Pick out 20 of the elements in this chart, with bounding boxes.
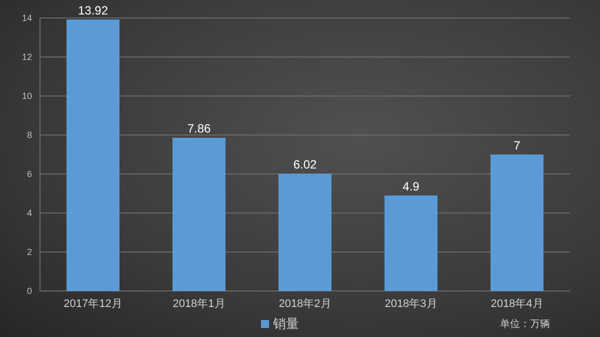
data-label: 7 — [514, 138, 521, 152]
y-tick-label: 12 — [22, 52, 32, 62]
y-tick-label: 4 — [26, 208, 32, 218]
x-tick-label: 2018年3月 — [384, 298, 438, 310]
x-tick-label: 2018年1月 — [172, 298, 226, 310]
y-tick-label: 0 — [26, 286, 32, 296]
data-label: 6.02 — [293, 158, 317, 172]
data-label: 7.86 — [187, 122, 211, 136]
y-tick-label: 10 — [22, 91, 32, 102]
y-tick-label: 6 — [26, 169, 32, 180]
data-label: 4.9 — [402, 179, 420, 194]
y-tick-label: 2 — [26, 247, 32, 258]
y-tick-label: 8 — [26, 130, 32, 140]
data-label: 13.92 — [78, 4, 108, 18]
y-tick-label: 14 — [22, 13, 32, 24]
x-tick-label: 2018年2月 — [278, 298, 332, 310]
text: 单位：万辆 — [500, 318, 550, 331]
legend-label: 销量 — [273, 316, 299, 331]
x-tick-label: 2018年4月 — [490, 298, 544, 310]
x-tick-label: 2017年12月 — [64, 298, 122, 310]
